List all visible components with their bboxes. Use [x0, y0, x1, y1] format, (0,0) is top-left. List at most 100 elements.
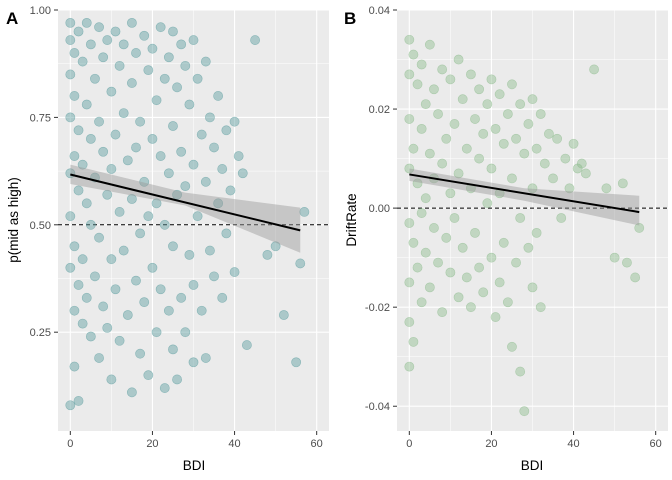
- panel-b-data-point: [535, 302, 546, 313]
- panel-b-data-point: [437, 64, 448, 75]
- panel-a-data-point: [77, 56, 88, 67]
- panel-a-data-point: [221, 228, 232, 239]
- panel-a-data-point: [221, 125, 232, 136]
- panel-a-data-point: [65, 211, 76, 222]
- panel-a-data-point: [106, 164, 117, 174]
- panel-b-data-point: [502, 297, 513, 308]
- panel-a-data-point: [184, 99, 195, 110]
- panel-b-data-point: [634, 223, 645, 233]
- panel-a-data-point: [135, 116, 146, 127]
- panel-a-data-point: [77, 159, 88, 170]
- panel-b-data-point: [580, 168, 591, 179]
- panel-a-data-point: [106, 374, 117, 385]
- panel-b-data-point: [482, 198, 493, 209]
- panel-b-data-point: [474, 153, 485, 164]
- panel-a-data-point: [209, 142, 219, 153]
- panel-a-data-point: [73, 185, 84, 196]
- panel-a-data-point: [172, 374, 182, 385]
- panel-a-data-point: [237, 168, 248, 179]
- panel-a-data-point: [94, 232, 104, 243]
- panel-b-data-point: [449, 213, 460, 223]
- panel-a-data-point: [241, 340, 252, 350]
- panel-a-data-point: [168, 344, 178, 355]
- panel-a-data-point: [98, 146, 109, 157]
- panel-b-data-point: [568, 138, 579, 149]
- panel-a-data-point: [250, 35, 260, 45]
- panel-b-data-point: [490, 123, 501, 134]
- panel-a-data-point: [192, 73, 203, 84]
- panel-a-data-point: [205, 245, 215, 256]
- panel-a-data-point: [151, 95, 162, 106]
- panel-a-data-point: [114, 207, 125, 217]
- panel-a-data-point: [229, 267, 240, 277]
- panel-a-data-point: [176, 292, 187, 303]
- panel-b-data-point: [556, 213, 567, 223]
- panel-b-data-point: [482, 99, 493, 110]
- panel-a-data-point: [147, 133, 158, 144]
- panel-b-data-point: [544, 128, 554, 139]
- panel-b-data-point: [470, 114, 480, 124]
- panel-b-data-point: [457, 94, 468, 105]
- panel-a-data-point: [98, 52, 109, 63]
- panel-b-data-point: [601, 183, 612, 194]
- panel-b-data-point: [433, 109, 443, 119]
- panel-b-data-point: [420, 99, 431, 110]
- panel-a-data-point: [188, 35, 199, 45]
- panel-a-data-point: [295, 258, 306, 269]
- panel-b-data-point: [511, 257, 521, 268]
- panel-b-data-point: [408, 237, 419, 248]
- panel-b-data-point: [519, 406, 530, 417]
- panel-a-data-point: [200, 56, 211, 67]
- panel-b-data-point: [404, 114, 415, 124]
- panel-a-data-point: [143, 370, 154, 381]
- panel-a-data-point: [180, 60, 191, 71]
- panel-a-data-point: [192, 211, 203, 222]
- panel-a-data-point: [168, 241, 178, 252]
- panel-b-data-point: [486, 163, 497, 174]
- panel-a-data-point: [213, 91, 224, 101]
- panel-b-data-point: [572, 163, 583, 174]
- panel-a-data-point: [127, 194, 137, 204]
- panel-a-ci-band: [70, 164, 301, 253]
- panel-b-data-point: [494, 89, 505, 100]
- panel-a-y-axis-label: p(mid as high): [6, 177, 21, 263]
- panel-a-data-point: [139, 176, 150, 187]
- panel-b-x-tick-label: 0: [406, 438, 412, 450]
- panel-a-points: [65, 17, 310, 411]
- panel-a-data-point: [196, 305, 207, 316]
- panel-b-data-point: [531, 143, 542, 154]
- panel-a-data-point: [122, 310, 133, 320]
- panel-a-data-point: [73, 396, 84, 406]
- panel-b-data-point: [404, 69, 415, 80]
- panel-b-x-tick-label: 20: [485, 438, 497, 450]
- panel-a-data-point: [102, 35, 113, 45]
- panel-a-data-point: [184, 249, 195, 260]
- panel-b-data-point: [527, 282, 538, 293]
- panel-b-y-tick-label: 0.04: [369, 5, 390, 17]
- panel-b-data-point: [474, 262, 485, 273]
- panel-b-data-point: [404, 218, 415, 228]
- panel-a-x-tick-label: 60: [311, 438, 323, 450]
- panel-a-data-point: [85, 39, 96, 50]
- panel-b-data-point: [507, 79, 517, 90]
- panel-b-data-point: [416, 59, 427, 70]
- panel-b-data-point: [630, 272, 641, 283]
- panel-b-y-tick-label: -0.04: [365, 401, 390, 413]
- panel-b-data-point: [548, 173, 558, 184]
- panel-b-data-point: [441, 133, 452, 144]
- panel-a-data-point: [139, 297, 150, 308]
- panel-b-data-point: [535, 109, 546, 119]
- panel-a-data-point: [69, 305, 80, 316]
- panel-a-grid: [58, 9, 329, 431]
- panel-a-data-point: [172, 189, 182, 200]
- panel-a-data-point: [229, 116, 240, 127]
- panel-a-data-point: [114, 60, 125, 71]
- panel-b-data-point: [408, 49, 419, 60]
- panel-a-data-point: [139, 30, 150, 41]
- panel-b-ci-band: [409, 168, 640, 226]
- panel-a-data-point: [155, 284, 166, 295]
- panel-a-data-point: [65, 35, 76, 45]
- panel-a-data-point: [90, 271, 100, 282]
- panel-b-data-point: [498, 138, 509, 149]
- panel-a-data-point: [270, 241, 281, 252]
